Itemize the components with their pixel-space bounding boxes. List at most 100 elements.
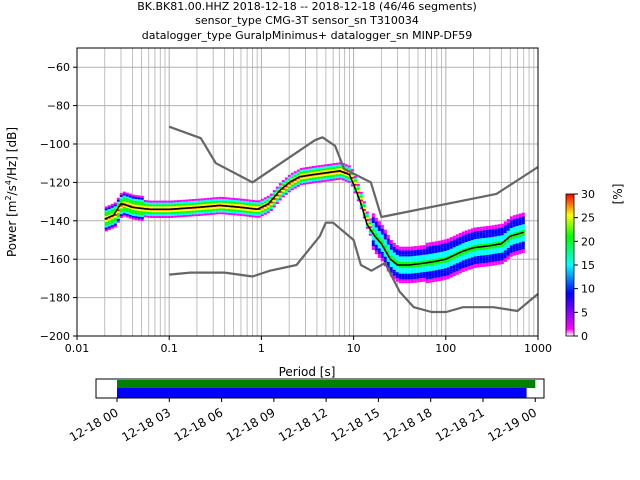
- psd-cell: [113, 208, 117, 211]
- psd-cell: [482, 241, 486, 244]
- psd-cell: [503, 236, 507, 239]
- psd-cell: [239, 212, 243, 214]
- psd-cell: [482, 226, 486, 229]
- psd-cell: [272, 193, 276, 196]
- psd-cell: [395, 247, 399, 250]
- psd-cell: [281, 193, 285, 196]
- psd-cell: [128, 197, 132, 200]
- psd-cell: [518, 248, 522, 251]
- psd-cell: [416, 274, 420, 277]
- psd-cell: [485, 256, 489, 259]
- psd-cell: [212, 206, 216, 209]
- psd-cell: [281, 180, 285, 183]
- psd-cell: [143, 200, 147, 202]
- psd-cell: [140, 211, 144, 214]
- psd-cell: [374, 250, 378, 253]
- psd-cell: [479, 242, 483, 245]
- psd-cell: [194, 202, 198, 205]
- psd-cell: [431, 243, 435, 246]
- psd-cell: [485, 264, 489, 267]
- psd-cell: [263, 199, 267, 202]
- psd-cell: [215, 212, 219, 215]
- psd-cell: [434, 272, 438, 274]
- psd-cell: [194, 200, 198, 203]
- psd-cell: [347, 180, 351, 183]
- psd-cell: [233, 209, 237, 212]
- psd-cell: [422, 247, 426, 249]
- psd-cell: [263, 203, 267, 206]
- psd-cell: [473, 240, 477, 243]
- psd-cell: [119, 210, 123, 213]
- psd-cell: [137, 199, 141, 202]
- psd-cell: [236, 202, 240, 205]
- psd-cell: [515, 241, 519, 244]
- psd-cell: [446, 267, 450, 270]
- psd-cell: [380, 234, 384, 237]
- psd-cell: [248, 203, 252, 206]
- psd-cell: [512, 226, 516, 229]
- psd-cell: [398, 246, 402, 249]
- psd-cell: [473, 262, 477, 264]
- psd-cell: [377, 223, 381, 226]
- psd-cell: [305, 168, 309, 171]
- psd-cell: [374, 244, 378, 247]
- psd-cell: [491, 240, 495, 243]
- psd-cell: [509, 252, 513, 255]
- psd-cell: [128, 199, 132, 202]
- psd-cell: [452, 243, 456, 246]
- psd-cell: [155, 216, 159, 218]
- psd-cell: [458, 261, 462, 264]
- timeline-frame: [95, 378, 545, 399]
- psd-cell: [110, 226, 114, 229]
- psd-cell: [443, 251, 447, 253]
- psd-cell: [506, 240, 510, 243]
- psd-cell: [113, 215, 117, 218]
- psd-cell: [122, 214, 126, 217]
- psd-cell: [230, 207, 234, 210]
- psd-cell: [119, 192, 123, 195]
- psd-cell: [239, 208, 243, 211]
- psd-cell: [473, 265, 477, 268]
- psd-cell: [107, 205, 111, 208]
- psd-cell: [350, 184, 354, 187]
- psd-cell: [371, 215, 375, 218]
- psd-cell: [494, 228, 498, 231]
- psd-cell: [488, 233, 492, 236]
- psd-cell: [290, 172, 294, 175]
- psd-cell: [371, 242, 375, 245]
- psd-cell: [134, 216, 138, 219]
- psd-cell: [377, 248, 381, 251]
- psd-cell: [482, 259, 486, 261]
- psd-cell: [431, 280, 435, 283]
- psd-cell: [470, 228, 474, 231]
- psd-cell: [218, 206, 222, 209]
- colorbar-tick-label: 25: [581, 212, 595, 225]
- psd-cell: [365, 213, 369, 216]
- psd-cell: [458, 242, 462, 245]
- psd-cell: [404, 246, 408, 249]
- psd-cell: [200, 213, 204, 216]
- psd-cell: [320, 166, 324, 169]
- psd-cell: [332, 167, 336, 169]
- psd-cell: [509, 247, 513, 250]
- psd-cell: [107, 210, 111, 213]
- psd-cell: [428, 263, 432, 266]
- psd-cell: [482, 249, 486, 252]
- psd-cell: [281, 187, 285, 190]
- psd-cell: [410, 254, 414, 257]
- psd-cell: [191, 212, 195, 215]
- psd-cell: [425, 260, 429, 263]
- psd-cell: [167, 216, 171, 218]
- psd-cell: [413, 269, 417, 272]
- psd-cell: [356, 183, 360, 186]
- psd-cell: [116, 211, 120, 214]
- psd-cell: [521, 218, 525, 221]
- psd-cell: [134, 204, 138, 207]
- psd-cell: [437, 240, 441, 243]
- psd-cell: [209, 197, 213, 200]
- psd-cell: [506, 257, 510, 260]
- psd-cell: [449, 258, 453, 261]
- psd-cell: [224, 201, 228, 204]
- psd-cell: [329, 175, 333, 178]
- psd-cell: [317, 176, 321, 179]
